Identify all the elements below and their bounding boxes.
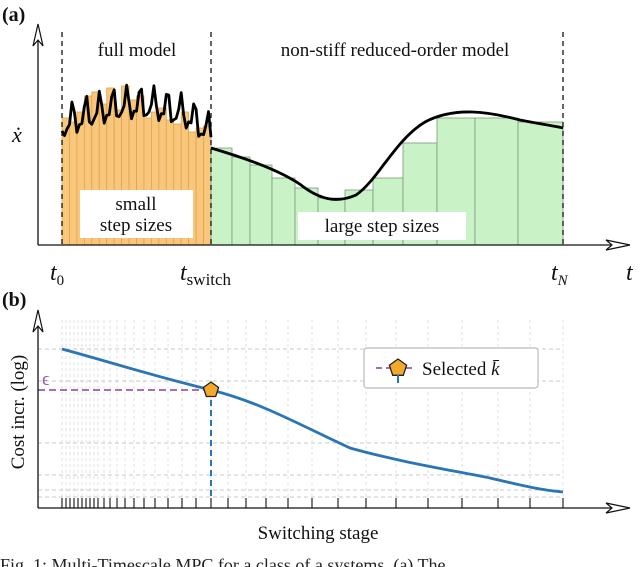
panel-a-label: (a) — [2, 4, 25, 26]
legend-box — [363, 347, 539, 389]
cost-increment-curve — [61, 347, 564, 494]
small-steps-line1: small — [115, 194, 156, 215]
trajectory-reduced-model — [210, 110, 564, 201]
large-steps-label-box — [298, 212, 466, 240]
figure-caption: Fig. 1: Multi-Timescale MPC for a class … — [0, 555, 446, 567]
small-step-bar — [69, 121, 78, 246]
trajectory-full-model — [60, 83, 213, 138]
panel-b-x-axis-arrow-icon — [605, 502, 631, 514]
full-model-label: full model — [98, 40, 177, 61]
x-axis-arrow-icon — [605, 239, 631, 251]
large-step-bar — [517, 121, 564, 246]
small-step-bar — [203, 125, 212, 246]
small-steps-line2: step sizes — [100, 215, 172, 236]
large-step-bar — [231, 156, 251, 246]
selected-k-marker-icon — [202, 381, 220, 398]
large-step-bar — [474, 117, 519, 246]
small-step-bar — [61, 117, 70, 246]
small-steps-label-box — [80, 190, 193, 238]
t0-label: t0 — [50, 260, 64, 289]
large-step-bar — [271, 177, 296, 246]
small-step-bar — [195, 127, 204, 246]
small-step-bars — [61, 85, 212, 246]
cost-axis-label: Cost incr. (log) — [8, 355, 29, 470]
tN-label: tN — [551, 260, 569, 289]
y-axis-arrow-icon — [32, 23, 44, 47]
large-steps-label: large step sizes — [325, 216, 440, 237]
figure: (a) full model non-stiff reduced-order m… — [2, 4, 634, 544]
large-step-bar — [249, 164, 273, 246]
panel-b-y-axis-arrow-icon — [32, 309, 44, 333]
stage-ticks — [61, 498, 564, 508]
legend-text: Selected k̄ — [422, 359, 500, 380]
panel-b-label: (b) — [2, 289, 26, 311]
epsilon-label: ϵ — [42, 369, 50, 390]
xdot-label: ẋ — [11, 122, 22, 147]
reduced-model-label: non-stiff reduced-order model — [281, 40, 510, 61]
tswitch-label: tswitch — [180, 260, 232, 289]
switching-stage-label: Switching stage — [258, 523, 379, 544]
large-step-bar — [210, 147, 233, 246]
legend: Selected k̄ — [363, 347, 539, 389]
t-axis-label: t — [626, 260, 634, 286]
panel-b: (b) ϵ Cost incr. (log) Switching stage S… — [2, 289, 631, 544]
panel-a: (a) full model non-stiff reduced-order m… — [2, 4, 634, 289]
